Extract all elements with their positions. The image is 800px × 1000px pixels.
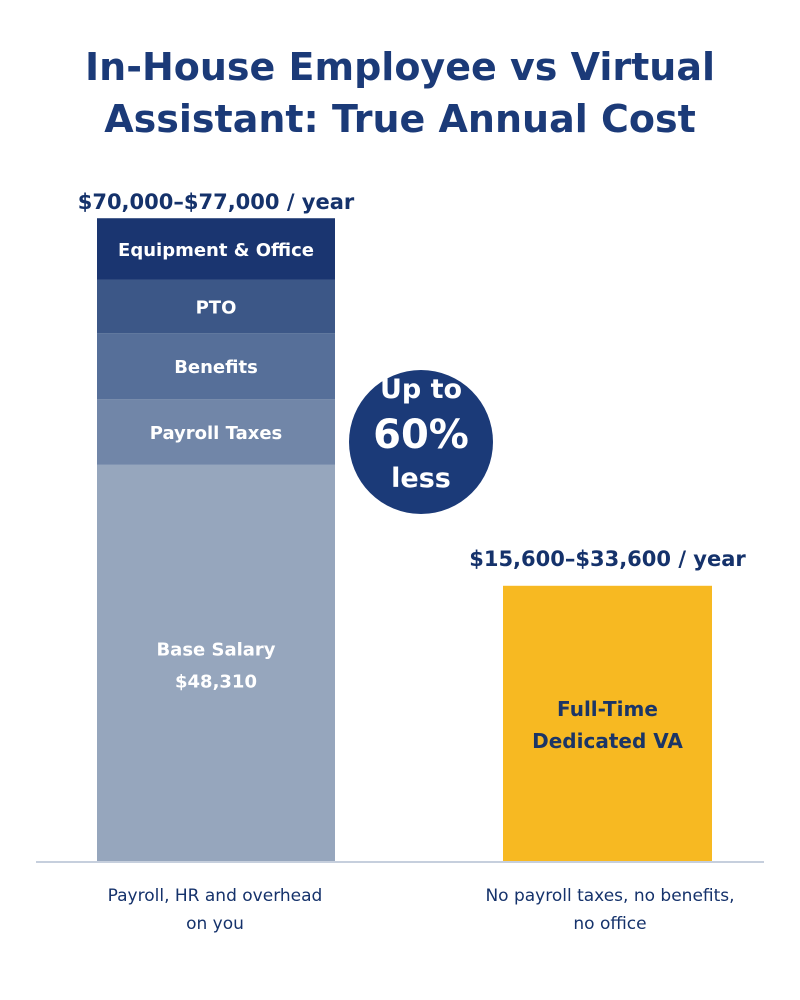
bar-1-segment-0	[503, 585, 712, 862]
bar-0-segment-4	[97, 218, 335, 280]
bar-0-segment-2-label: Benefits	[174, 357, 258, 378]
bar-0-segment-2	[97, 333, 335, 400]
bar-1-segment-0-label: Full-Time	[557, 697, 658, 721]
bar-0-segment-0-label: Base Salary	[156, 639, 275, 660]
bars-layer: Base Salary $48,310 Payroll Taxes Benefits P…	[78, 190, 747, 934]
savings-badge: Up to 60% less	[349, 370, 493, 514]
bar-0-segment-1	[97, 399, 335, 465]
chart-title-line-1: In-House Employee vs Virtual	[85, 45, 715, 89]
bar-1-caption-line-1: no office	[573, 914, 646, 934]
bar-0-segment-4-label: Equipment & Office	[118, 240, 314, 261]
bar-1-caption-line-0: No payroll taxes, no benefits,	[485, 886, 734, 906]
savings-badge-percent: 60%	[373, 412, 469, 458]
bar-0-segment-0-sublabel: $48,310	[175, 671, 257, 692]
savings-badge-circle	[349, 370, 493, 514]
savings-badge-line-3: less	[391, 463, 451, 494]
bar-0-segment-1-label: Payroll Taxes	[150, 423, 283, 444]
bar-0-segment-3	[97, 279, 335, 334]
bar-0-segment-3-label: PTO	[196, 298, 237, 319]
bar-0-caption-line-0: Payroll, HR and overhead	[108, 886, 323, 906]
savings-badge-line-1: Up to	[380, 374, 462, 405]
bar-1-price-label: $15,600–$33,600 / year	[469, 547, 746, 571]
bar-0-segment-0	[97, 464, 335, 862]
chart-title-line-2: Assistant: True Annual Cost	[104, 97, 696, 141]
bar-0-price-label: $70,000–$77,000 / year	[78, 190, 355, 214]
bar-0-caption-line-1: on you	[186, 914, 244, 934]
bar-1-segment-0-sublabel: Dedicated VA	[532, 729, 683, 753]
